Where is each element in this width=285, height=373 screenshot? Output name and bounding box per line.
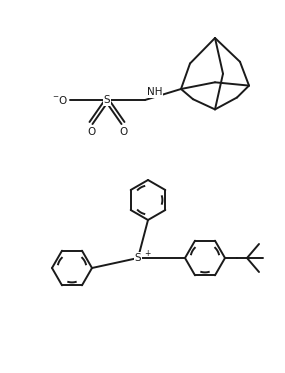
Text: +: + [144, 248, 150, 257]
Text: $^{-}$O: $^{-}$O [52, 94, 68, 106]
Text: NH: NH [147, 87, 162, 97]
Text: S: S [135, 253, 141, 263]
Text: S: S [104, 95, 110, 105]
Text: O: O [87, 127, 95, 137]
Text: O: O [119, 127, 127, 137]
